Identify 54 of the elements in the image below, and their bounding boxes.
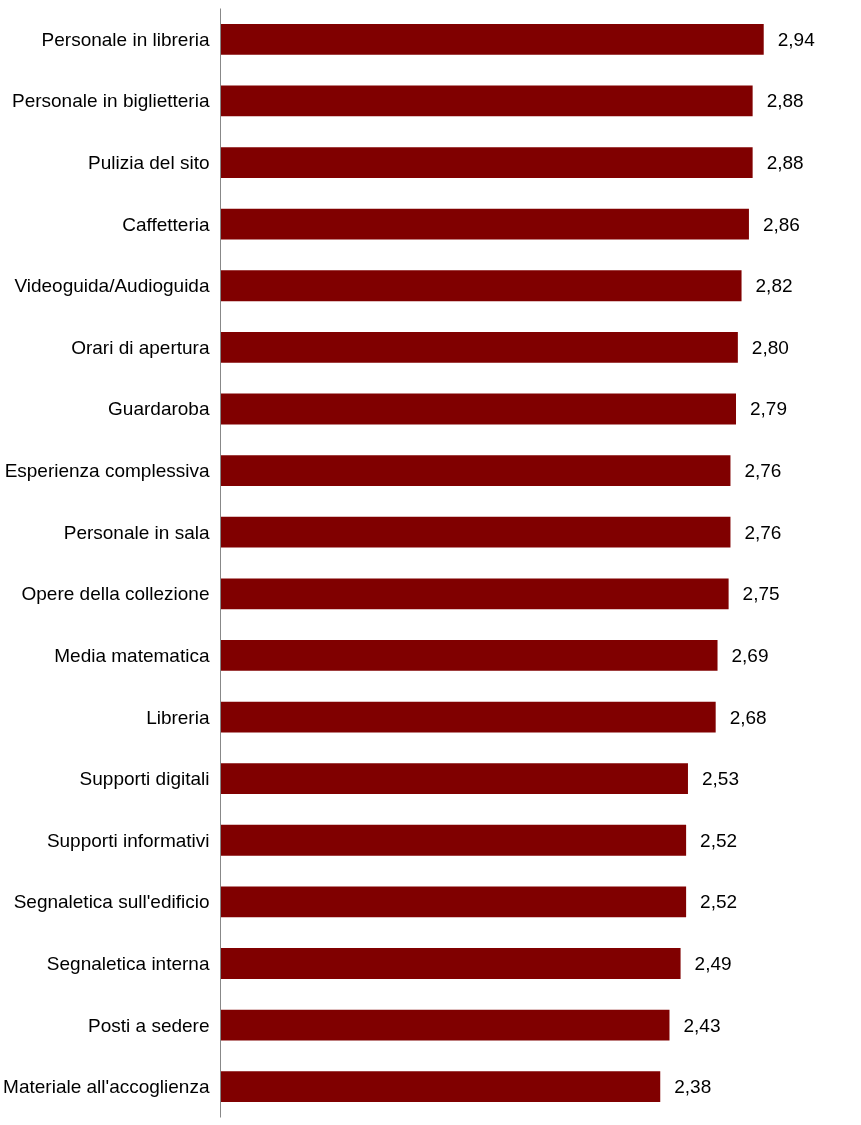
bar: [220, 578, 729, 610]
y-tick-label: Libreria: [146, 706, 210, 728]
bar: [220, 147, 753, 178]
y-tick-label: Supporti digitali: [79, 768, 210, 790]
bar: [220, 948, 681, 979]
y-tick-label: Posti a sedere: [88, 1014, 210, 1036]
bar: [220, 640, 718, 671]
data-label: 2,52: [700, 829, 738, 851]
y-tick-label: Materiale all'accoglienza: [3, 1076, 210, 1098]
data-label: 2,79: [750, 398, 787, 420]
bar: [220, 824, 687, 856]
y-tick-label: Personale in biglietteria: [11, 90, 210, 112]
bar: [220, 393, 737, 425]
y-tick-label: Personale in sala: [63, 521, 210, 543]
bar: [220, 455, 731, 486]
data-label: 2,86: [762, 213, 800, 235]
data-label: 2,88: [766, 152, 804, 174]
bar: [220, 516, 731, 548]
y-tick-label: Segnaletica interna: [46, 952, 210, 974]
bar: [220, 23, 764, 55]
y-tick-label: Esperienza complessiva: [4, 460, 210, 482]
data-label: 2,75: [742, 583, 780, 605]
data-label: 2,69: [731, 644, 769, 666]
data-label: 2,43: [683, 1014, 721, 1036]
data-label: 2,68: [729, 706, 767, 728]
y-tick-label: Guardaroba: [108, 398, 210, 420]
data-label: 2,38: [674, 1076, 712, 1098]
y-tick-label: Pulizia del sito: [88, 152, 210, 174]
bar: [220, 85, 753, 117]
y-tick-label: Media matematica: [54, 644, 210, 666]
data-label: 2,80: [751, 336, 789, 358]
bar: [220, 208, 749, 240]
y-tick-label: Supporti informativi: [46, 829, 210, 851]
bar: [220, 701, 716, 733]
bar: [220, 886, 687, 918]
bar: [220, 270, 742, 302]
bar: [220, 331, 738, 363]
data-label: 2,88: [766, 90, 804, 112]
y-tick-label: Orari di apertura: [71, 336, 210, 358]
y-tick-label: Caffetteria: [122, 213, 210, 235]
data-label: 2,52: [700, 891, 738, 913]
bar: [220, 763, 688, 795]
data-label: 2,49: [694, 952, 732, 974]
bar: [220, 1071, 661, 1103]
data-label: 2,76: [744, 521, 782, 543]
y-tick-label: Personale in libreria: [41, 28, 210, 50]
y-tick-label: Opere della collezione: [21, 583, 210, 605]
data-label: 2,76: [744, 460, 782, 482]
bar: [220, 1009, 670, 1041]
data-label: 2,53: [701, 768, 739, 790]
data-label: 2,94: [777, 28, 816, 50]
y-tick-label: Segnaletica sull'edificio: [13, 891, 210, 913]
data-label: 2,82: [755, 275, 793, 297]
y-tick-label: Videoguida/Audioguida: [14, 275, 210, 297]
